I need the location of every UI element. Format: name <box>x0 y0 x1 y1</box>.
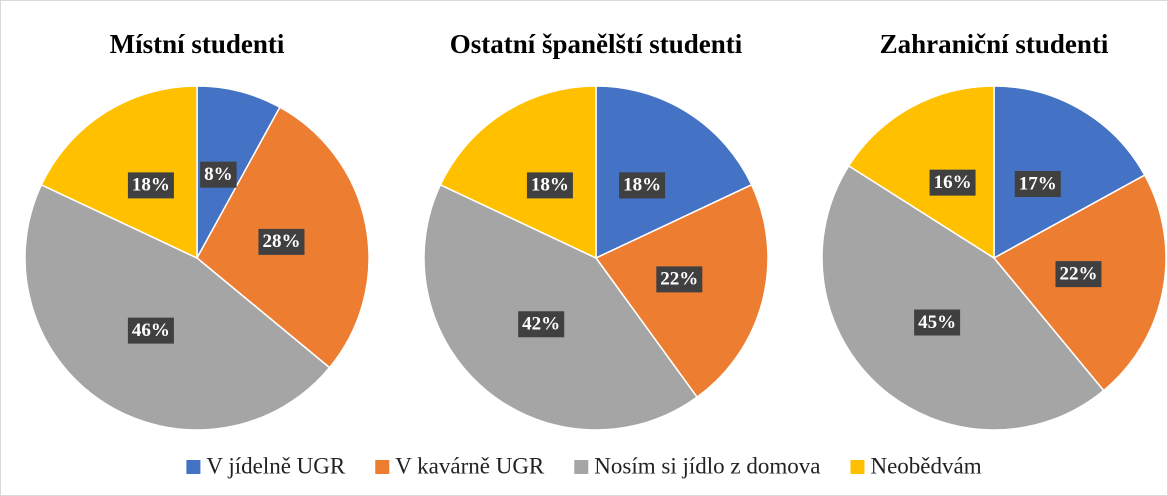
legend-swatch <box>850 460 865 474</box>
data-label-text: 42% <box>522 314 560 335</box>
pie-slice <box>993 85 1146 260</box>
data-label-text: 18% <box>531 175 569 196</box>
data-label: 46% <box>127 317 174 344</box>
chart-title: Místní studenti <box>110 29 285 59</box>
data-label-text: 22% <box>660 269 698 290</box>
legend-swatch <box>574 460 589 474</box>
data-label: 45% <box>914 309 961 336</box>
pie-slice <box>40 85 198 260</box>
pie-slice <box>847 85 995 260</box>
data-label: 17% <box>1014 170 1061 197</box>
data-label: 22% <box>656 266 703 293</box>
legend-swatch <box>375 460 390 474</box>
data-label: 22% <box>1055 261 1102 288</box>
data-label-box <box>656 266 703 293</box>
data-label-box <box>914 309 961 336</box>
data-label-box <box>127 172 174 199</box>
pie-slice <box>423 183 699 431</box>
data-label-text: 46% <box>132 320 170 341</box>
data-label-box <box>127 317 174 344</box>
legend-label: Neobědvám <box>870 453 981 478</box>
data-label-box <box>200 161 237 188</box>
data-label-box <box>619 172 666 199</box>
pie-slice <box>595 85 753 260</box>
data-label-box <box>929 169 976 196</box>
data-label: 18% <box>526 172 573 199</box>
data-label-text: 17% <box>1019 173 1057 194</box>
data-label-text: 28% <box>262 231 300 252</box>
data-label-box <box>258 228 305 255</box>
legend-label: V kavárně UGR <box>395 453 545 478</box>
data-label: 28% <box>258 228 305 255</box>
legend-label: Nosím si jídlo z domova <box>594 453 820 478</box>
data-label-text: 16% <box>934 172 972 193</box>
data-label-box <box>526 172 573 199</box>
data-label: 18% <box>619 172 666 199</box>
data-label: 16% <box>929 169 976 196</box>
data-label-text: 22% <box>1059 263 1097 284</box>
data-label: 18% <box>127 172 174 199</box>
data-label-box <box>1014 170 1061 197</box>
chart-title: Ostatní španělští studenti <box>450 29 743 59</box>
legend-swatch <box>186 460 201 474</box>
data-label-text: 45% <box>918 312 956 333</box>
chart-title: Zahraniční studenti <box>880 29 1109 59</box>
pie-slice <box>439 85 597 260</box>
pie-slice <box>24 183 331 431</box>
data-label-text: 8% <box>204 164 233 185</box>
data-label: 8% <box>200 161 237 188</box>
data-label-text: 18% <box>623 175 661 196</box>
data-label-text: 18% <box>132 175 170 196</box>
pie-slice <box>821 164 1105 431</box>
data-label-box <box>518 311 565 338</box>
data-label: 42% <box>518 311 565 338</box>
data-label-box <box>1055 261 1102 288</box>
legend-label: V jídelně UGR <box>206 453 346 478</box>
